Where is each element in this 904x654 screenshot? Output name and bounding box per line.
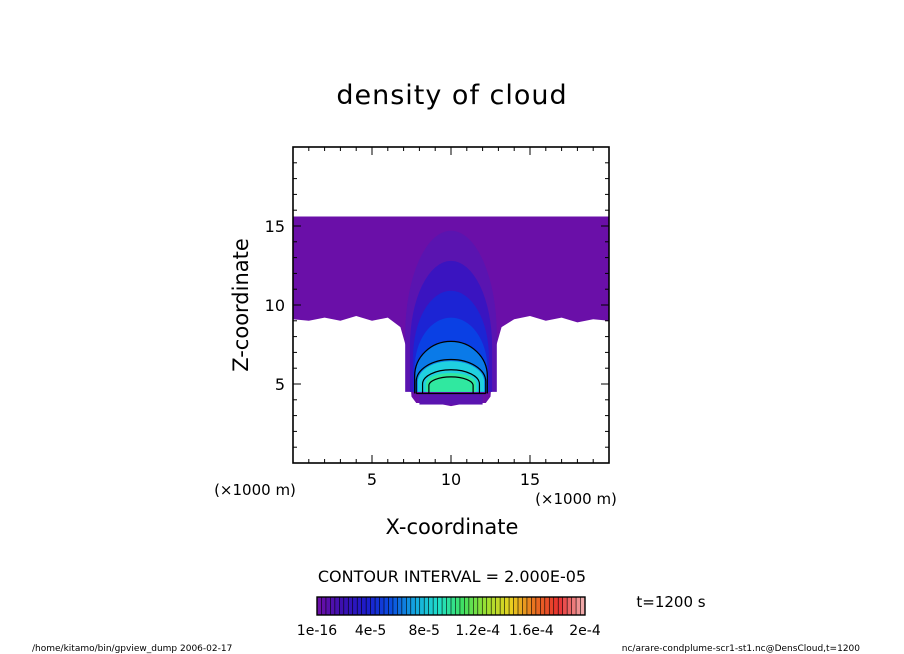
x-axis-title: X-coordinate bbox=[386, 515, 519, 539]
colorbar-cell bbox=[370, 597, 376, 615]
colorbar-cell bbox=[540, 597, 546, 615]
colorbar-tick-label: 1e-16 bbox=[297, 623, 337, 639]
colorbar-cell bbox=[415, 597, 421, 615]
colorbar-cell bbox=[325, 597, 331, 615]
colorbar-cell bbox=[428, 597, 434, 615]
contour-interval-label: CONTOUR INTERVAL = 2.000E-05 bbox=[318, 567, 586, 586]
colorbar-cell bbox=[334, 597, 340, 615]
colorbar-cell bbox=[366, 597, 372, 615]
colorbar-cell bbox=[562, 597, 568, 615]
x-tick-label: 5 bbox=[367, 470, 377, 489]
colorbar-cell bbox=[401, 597, 407, 615]
colorbar-cell bbox=[330, 597, 336, 615]
colorbar-cell bbox=[437, 597, 443, 615]
colorbar-cell bbox=[424, 597, 430, 615]
contour-line bbox=[421, 369, 481, 394]
colorbar-cell bbox=[446, 597, 452, 615]
colorbar-cell bbox=[495, 597, 501, 615]
colorbar-cell bbox=[477, 597, 483, 615]
colorbar-tick-label: 4e-5 bbox=[355, 623, 386, 639]
colorbar-cell bbox=[357, 597, 363, 615]
colorbar-cell bbox=[504, 597, 510, 615]
colorbar-cell bbox=[459, 597, 465, 615]
colorbar-cell bbox=[526, 597, 532, 615]
colorbar-cell bbox=[482, 597, 488, 615]
colorbar-cell bbox=[531, 597, 537, 615]
colorbar-cell bbox=[317, 597, 322, 615]
colorbar-frame bbox=[316, 596, 586, 616]
colorbar-cell bbox=[468, 597, 474, 615]
colorbar-cell bbox=[580, 597, 586, 615]
footer-right: nc/arare-condplume-scr1-st1.nc@DensCloud… bbox=[622, 644, 860, 654]
colorbar-cell bbox=[410, 597, 416, 615]
colorbar-cell bbox=[379, 597, 385, 615]
colorbar-cell bbox=[522, 597, 528, 615]
colorbar-cell bbox=[500, 597, 506, 615]
colorbar: 1e-16 4e-5 8e-5 1.2e-4 1.6e-4 2e-4 bbox=[297, 596, 601, 639]
y-tick-label: 15 bbox=[265, 217, 285, 236]
colorbar-cell bbox=[513, 597, 519, 615]
plot-area: 5 10 15 5 10 15 bbox=[265, 146, 610, 489]
colorbar-cell bbox=[433, 597, 439, 615]
colorbar-cell bbox=[553, 597, 559, 615]
colorbar-tick-label: 2e-4 bbox=[569, 623, 601, 639]
colorbar-cell bbox=[442, 597, 448, 615]
colorbar-tick-label: 1.6e-4 bbox=[509, 623, 554, 639]
time-label: t=1200 s bbox=[636, 593, 705, 611]
colorbar-cell bbox=[388, 597, 394, 615]
colorbar-cell bbox=[451, 597, 456, 615]
colorbar-cell bbox=[567, 597, 573, 615]
colorbar-cell bbox=[392, 597, 398, 615]
colorbar-cell bbox=[361, 597, 367, 615]
colorbar-cell bbox=[518, 597, 523, 615]
y-axis-unit: (×1000 m) bbox=[214, 481, 296, 499]
y-tick-label: 10 bbox=[265, 296, 285, 315]
x-axis-unit: (×1000 m) bbox=[535, 490, 617, 508]
colorbar-cell bbox=[549, 597, 555, 615]
colorbar-cell bbox=[348, 597, 354, 615]
colorbar-cell bbox=[406, 597, 412, 615]
colorbar-cell bbox=[576, 597, 582, 615]
colorbar-cell bbox=[509, 597, 515, 615]
colorbar-cell bbox=[352, 597, 358, 615]
colorbar-cell bbox=[491, 597, 497, 615]
x-tick-label: 10 bbox=[441, 470, 461, 489]
colorbar-cell bbox=[544, 597, 550, 615]
x-tick-label: 15 bbox=[520, 470, 540, 489]
contour-line bbox=[428, 376, 474, 394]
colorbar-tick-label: 1.2e-4 bbox=[455, 623, 500, 639]
colorbar-cell bbox=[375, 597, 381, 615]
contour-line bbox=[415, 358, 487, 394]
contour-line bbox=[414, 340, 488, 394]
colorbar-cell bbox=[455, 597, 461, 615]
colorbar-cell bbox=[558, 597, 564, 615]
colorbar-cell bbox=[321, 597, 327, 615]
colorbar-cell bbox=[343, 597, 349, 615]
colorbar-cell bbox=[571, 597, 577, 615]
colorbar-cell bbox=[486, 597, 492, 615]
colorbar-cell bbox=[464, 597, 470, 615]
colorbar-cell bbox=[419, 597, 425, 615]
colorbar-cell bbox=[339, 597, 345, 615]
plume-core-band bbox=[425, 372, 477, 392]
colorbar-cell bbox=[384, 597, 389, 615]
colorbar-cell bbox=[473, 597, 479, 615]
y-axis-title: Z-coordinate bbox=[229, 238, 253, 372]
y-tick-label: 5 bbox=[275, 375, 285, 394]
footer-left: /home/kitamo/bin/gpview_dump 2006-02-17 bbox=[32, 644, 232, 654]
colorbar-cell bbox=[397, 597, 403, 615]
colorbar-cell bbox=[535, 597, 541, 615]
plume-base bbox=[419, 393, 483, 405]
colorbar-tick-label: 8e-5 bbox=[408, 623, 439, 639]
chart-title: density of cloud bbox=[336, 80, 567, 111]
